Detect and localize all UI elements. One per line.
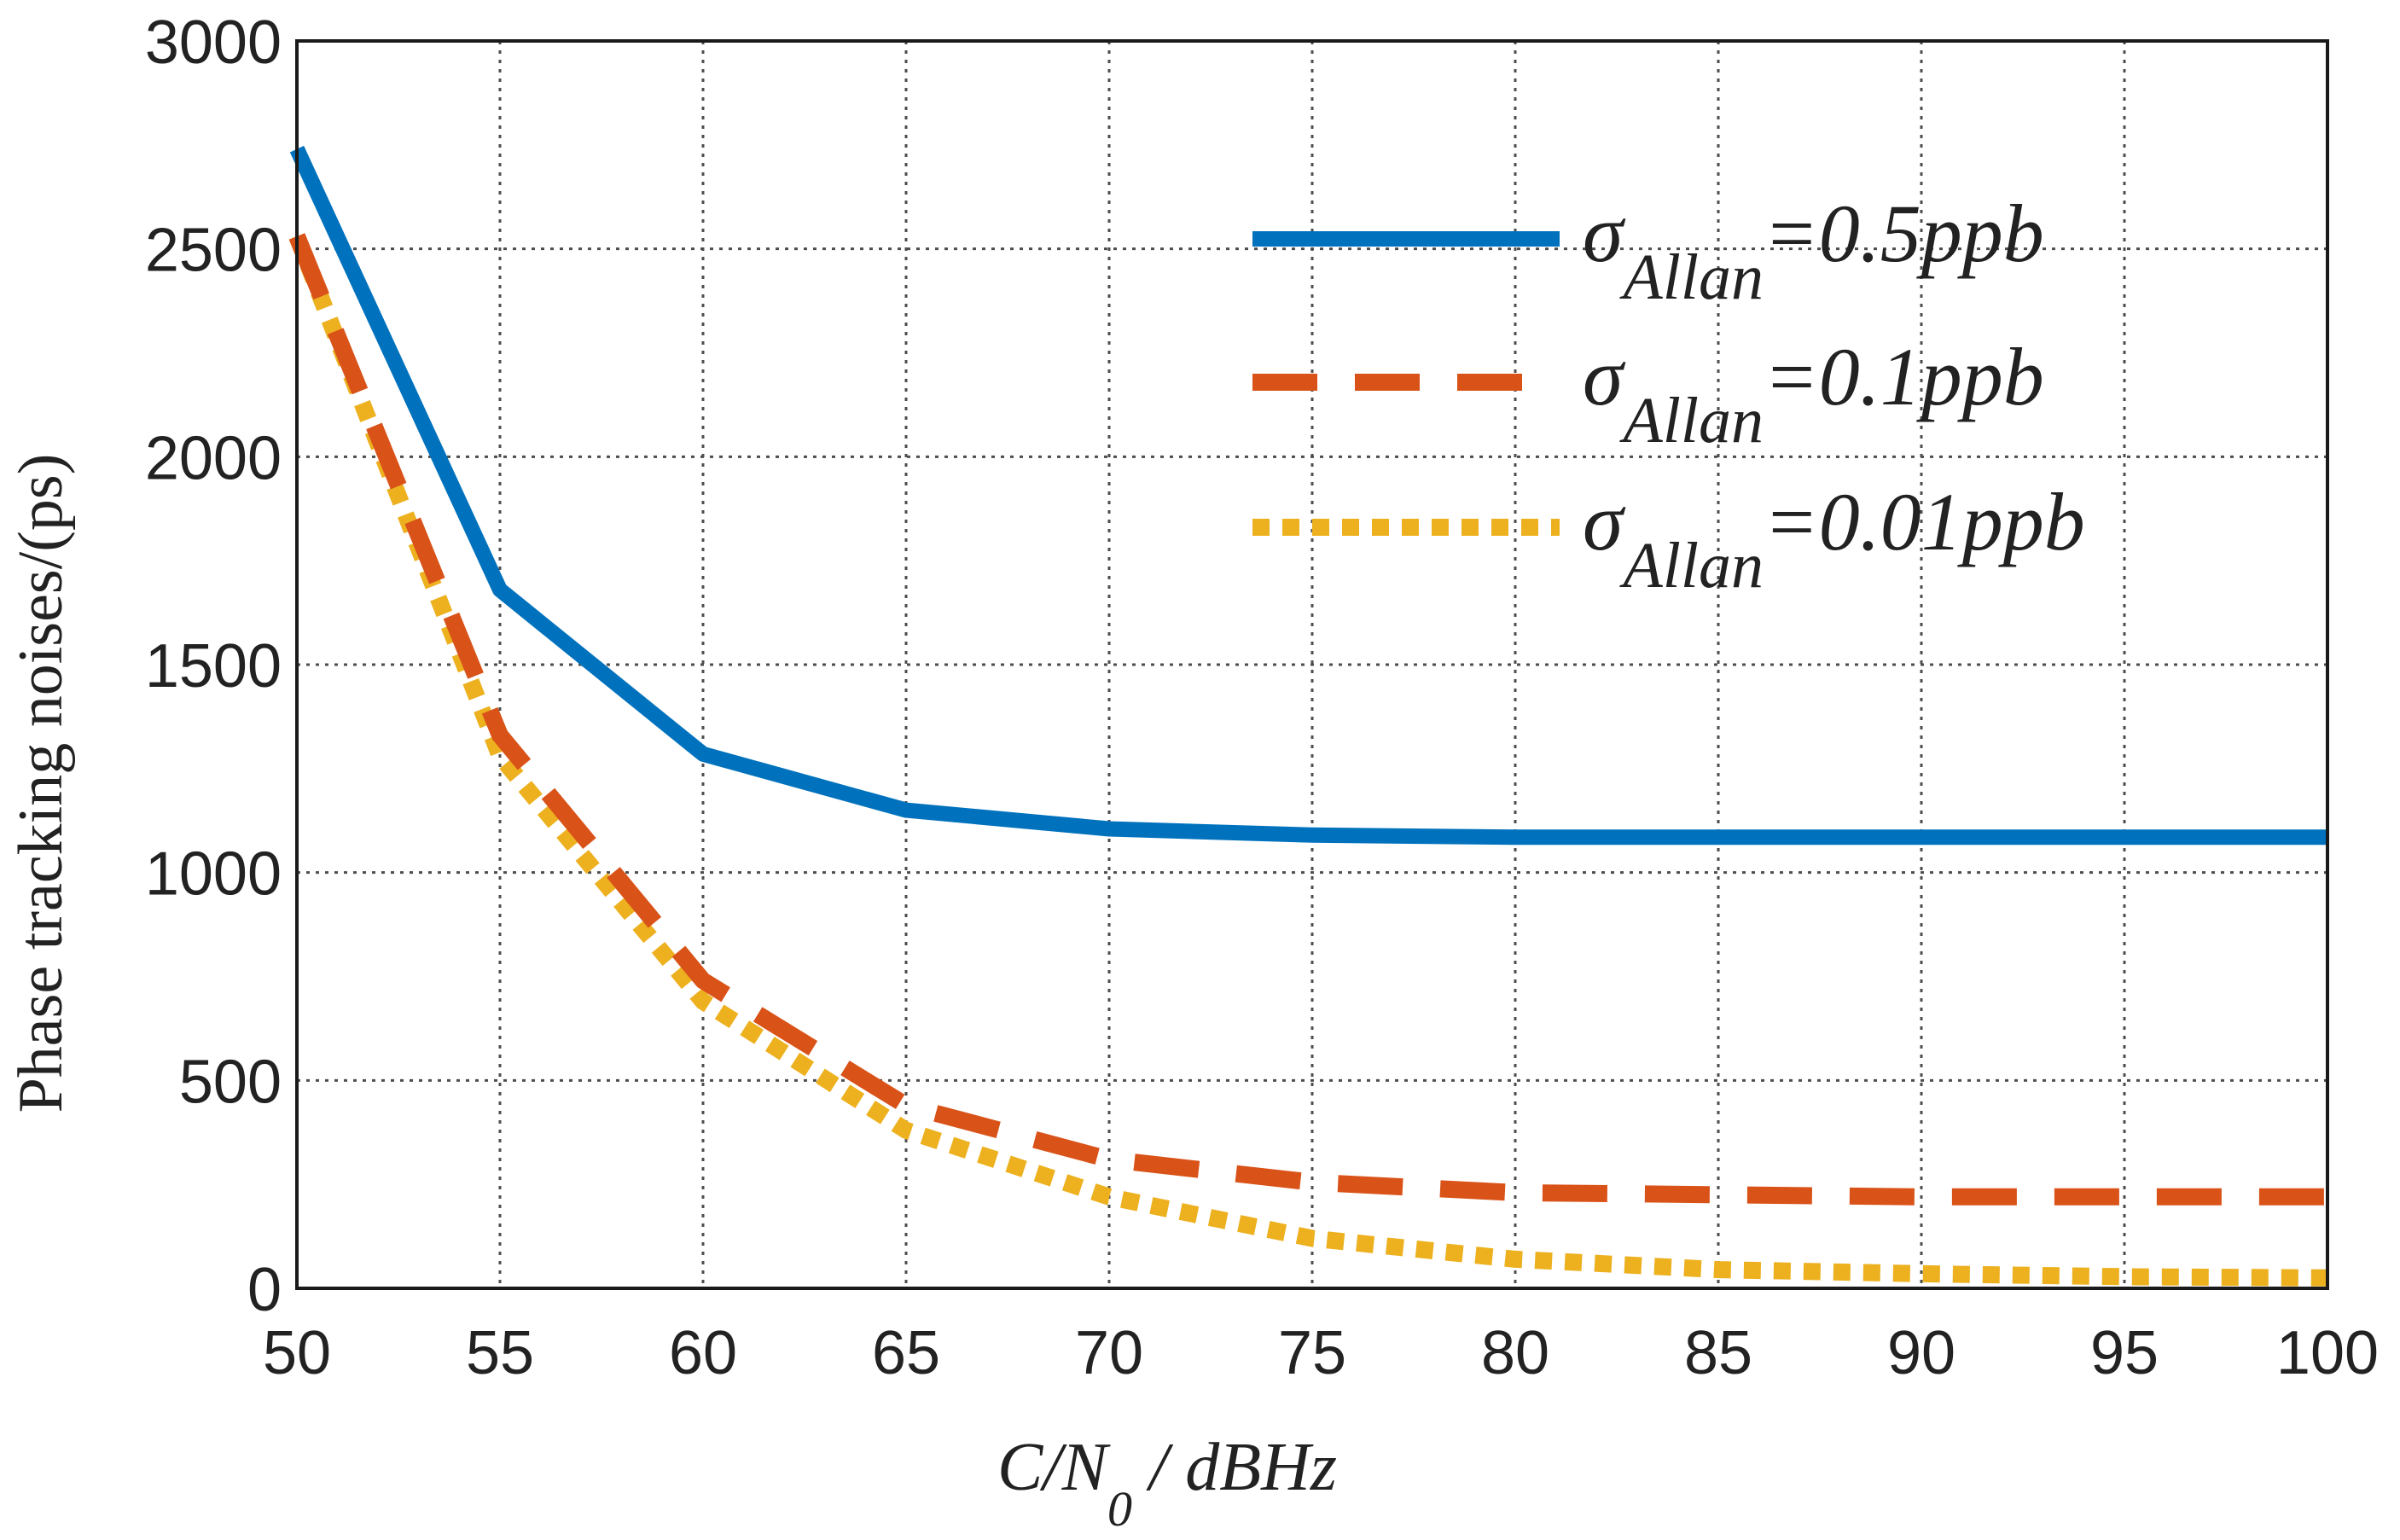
- x-tick-label: 55: [466, 1319, 534, 1387]
- x-tick-label: 70: [1075, 1319, 1143, 1387]
- x-tick-label: 65: [872, 1319, 940, 1387]
- plot-frame: [295, 39, 2329, 1290]
- y-tick-label: 2500: [145, 217, 282, 285]
- y-tick-label: 2000: [145, 424, 282, 492]
- series-line-dashed: [288, 233, 2327, 1206]
- x-axis-label-subscript: 0: [1107, 1481, 1132, 1537]
- series-line-dotted: [288, 233, 2328, 1287]
- grid-lines: [297, 41, 2327, 1288]
- x-tick-label: 80: [1481, 1319, 1549, 1387]
- y-tick-label: 1000: [145, 840, 282, 909]
- y-tick-label: 1500: [145, 632, 282, 700]
- x-tick-label: 60: [669, 1319, 737, 1387]
- x-axis-label-suffix: / dBHz: [1132, 1430, 1337, 1505]
- legend-entry-label: σAllan=0.01ppb: [1583, 476, 2085, 601]
- x-axis-label: C/N0 / dBHz: [997, 1430, 1337, 1537]
- y-tick-label: 500: [179, 1048, 282, 1116]
- x-tick-label: 75: [1278, 1319, 1346, 1387]
- x-axis-label-prefix: C/N: [997, 1430, 1112, 1505]
- legend-entry-label: σAllan=0.5ppb: [1583, 188, 2044, 313]
- series-line-solid: [289, 145, 2327, 846]
- x-tick-label: 90: [1887, 1319, 1955, 1387]
- x-tick-label: 95: [2090, 1319, 2159, 1387]
- x-tick-label: 100: [2276, 1319, 2379, 1387]
- y-tick-label: 0: [247, 1256, 282, 1324]
- legend: σAllan=0.5ppb σAllan=0.1ppb σAllan=0.01ppb: [1252, 188, 2085, 601]
- data-series: [288, 145, 2328, 1287]
- y-tick-label: 3000: [145, 9, 282, 77]
- y-axis-ticks: 0 500 1000 1500 2000 2500 3000: [145, 9, 282, 1324]
- x-tick-label: 85: [1684, 1319, 1752, 1387]
- x-axis-ticks: 50 55 60 65 70 75 80 85 90 95 100: [263, 1319, 2379, 1387]
- legend-entry-label: σAllan=0.1ppb: [1583, 331, 2044, 456]
- y-axis-label: Phase tracking noises/(ps): [6, 454, 76, 1113]
- x-tick-label: 50: [263, 1319, 331, 1387]
